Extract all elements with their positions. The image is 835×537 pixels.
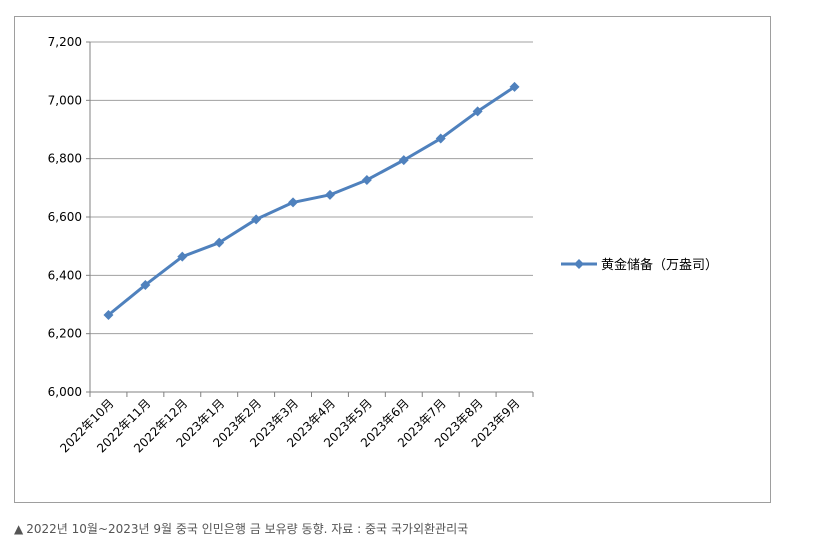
data-point (103, 310, 114, 320)
data-point (140, 279, 151, 290)
y-tick-label: 6,200 (48, 327, 82, 341)
data-point (435, 133, 446, 144)
y-tick-label: 6,000 (48, 385, 82, 399)
y-tick-label: 6,600 (48, 210, 82, 224)
y-tick-label: 7,000 (48, 93, 82, 107)
y-tick-label: 6,400 (48, 268, 82, 282)
caption-text: 2022년 10월~2023년 9월 중국 인민은행 금 보유량 동향. 자료 … (26, 522, 469, 536)
data-point (398, 155, 409, 166)
line-chart: 6,0006,2006,4006,6006,8007,0007,2002022年… (48, 35, 718, 455)
data-point (472, 106, 483, 117)
data-point (251, 214, 262, 225)
legend-label: 黄金储备（万盎司） (601, 257, 718, 273)
series-line (107, 85, 516, 317)
legend-marker (574, 259, 584, 269)
y-tick-label: 7,200 (48, 35, 82, 49)
data-point (177, 251, 188, 262)
y-tick-label: 6,800 (48, 152, 82, 166)
caption-marker: ▲ (14, 522, 24, 536)
data-point (214, 237, 225, 248)
data-point (361, 174, 372, 185)
data-point (288, 197, 299, 208)
figure-caption: ▲ 2022년 10월~2023년 9월 중국 인민은행 금 보유량 동향. 자료… (14, 520, 468, 537)
chart-frame: 6,000 6,200 6,400 6,600 6,800 7,000 7,200 2022年… (14, 16, 771, 503)
data-point (324, 189, 335, 200)
